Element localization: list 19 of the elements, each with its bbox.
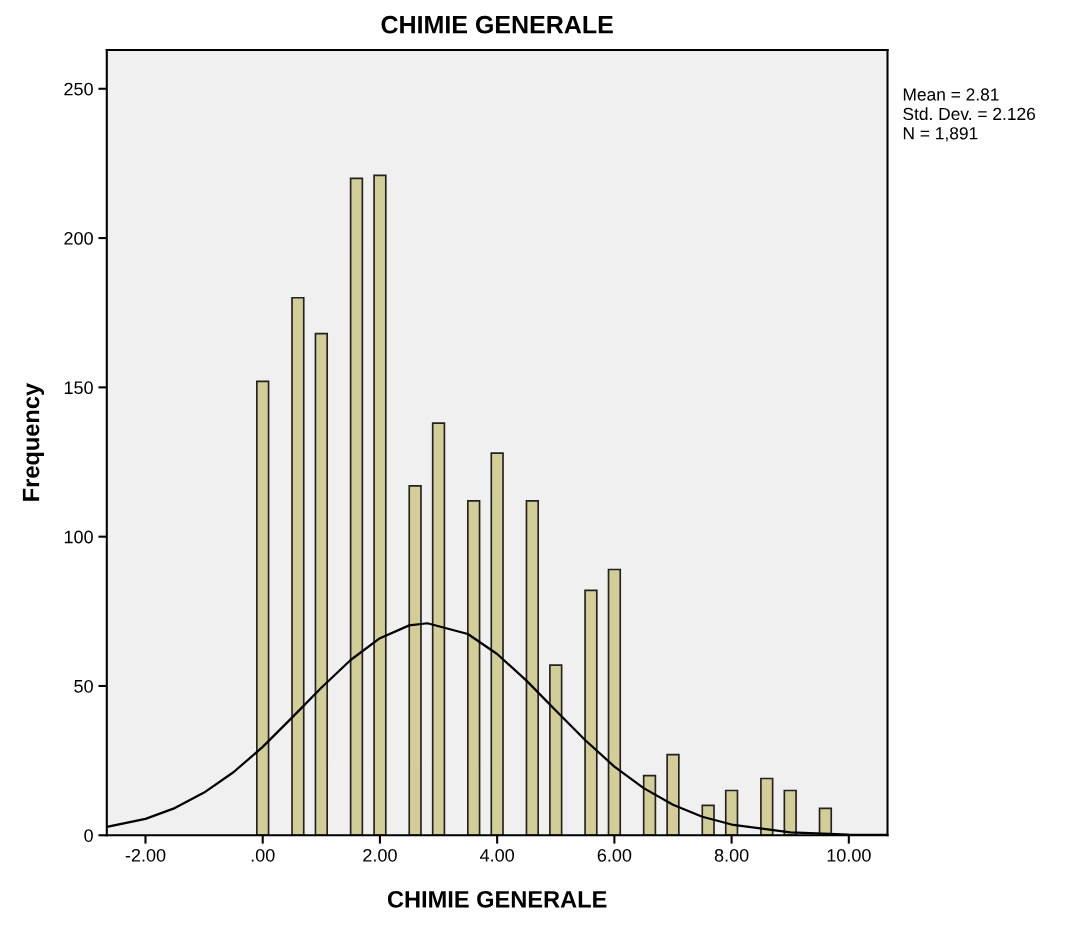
y-tick-label: 250: [64, 82, 93, 96]
x-tick-label: -2.00: [125, 848, 166, 862]
x-tick-label: 8.00: [714, 848, 749, 862]
x-tick-label: 4.00: [480, 848, 515, 862]
text: N = 1,891: [903, 127, 978, 142]
x-tick-label: .00: [251, 848, 275, 862]
chart-title: CHIMIE GENERALE: [381, 15, 613, 34]
y-tick-label: 0: [84, 829, 93, 842]
x-tick-label: 6.00: [597, 848, 632, 862]
x-axis-title: CHIMIE GENERALE: [387, 890, 607, 908]
text: Mean = 2.81: [903, 88, 999, 101]
y-axis-title: Frequency: [22, 383, 45, 501]
y-tick-label: 200: [64, 232, 93, 245]
y-tick-label: 50: [74, 679, 93, 693]
text: Std. Dev. = 2.126: [903, 107, 1036, 121]
y-tick-label: 150: [64, 381, 93, 395]
y-tick-label: 100: [64, 530, 93, 544]
x-tick-label: 2.00: [363, 848, 397, 862]
x-tick-label: 10.00: [827, 848, 871, 862]
